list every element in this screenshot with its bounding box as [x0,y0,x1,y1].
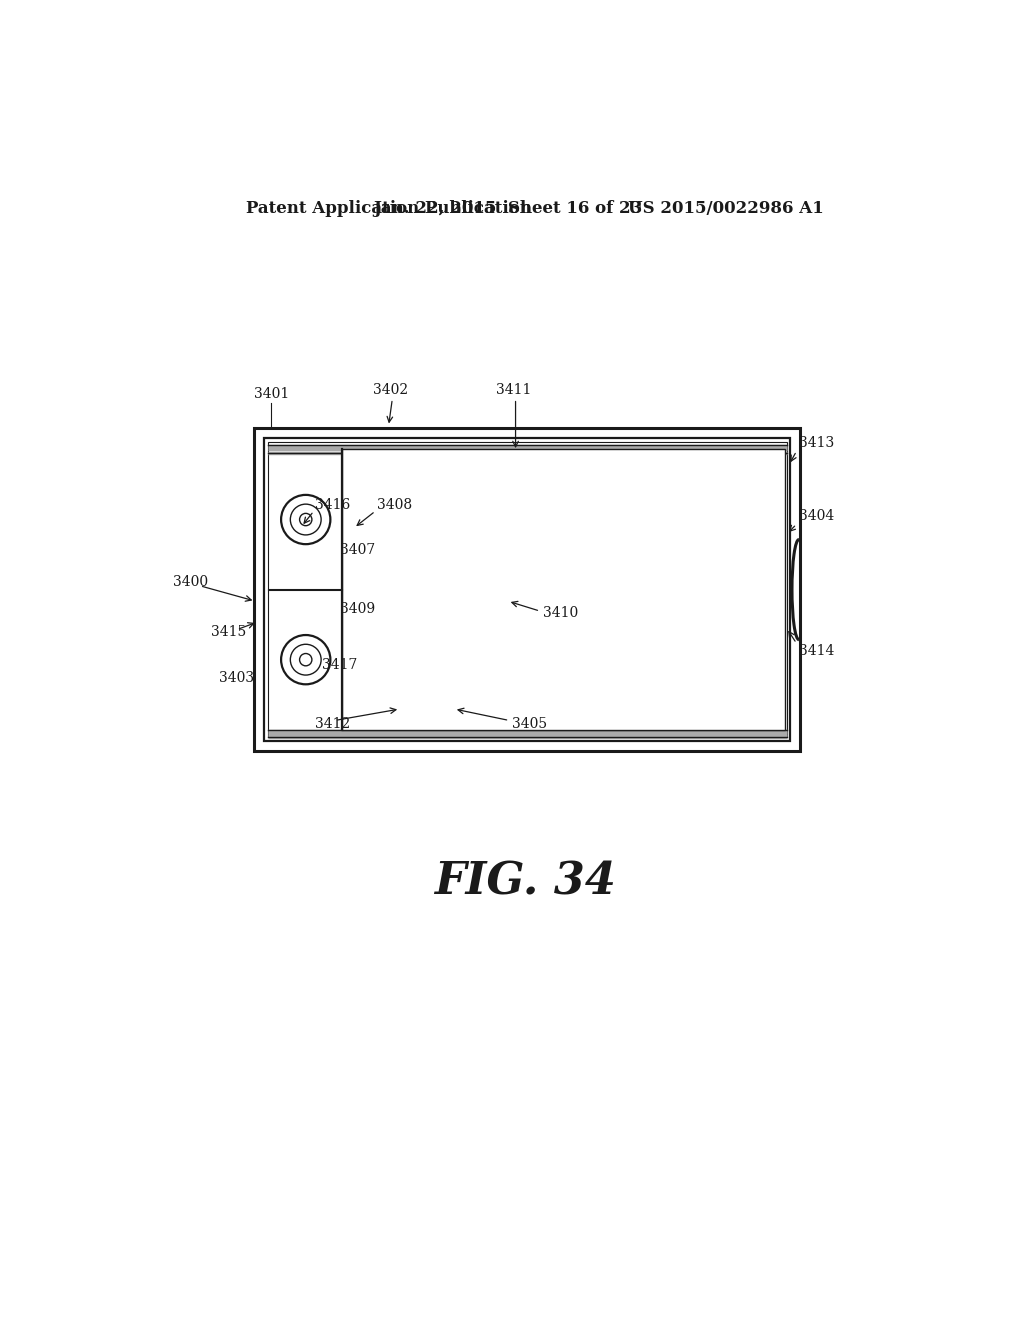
Bar [264,438,791,742]
Text: 3403: 3403 [219,671,254,685]
Bar [342,450,785,730]
Text: 3405: 3405 [512,717,547,731]
Text: FIG. 34: FIG. 34 [434,861,615,904]
Text: 3415: 3415 [211,624,247,639]
Text: 3401: 3401 [254,387,289,401]
Circle shape [300,513,312,525]
Text: 3413: 3413 [799,437,835,450]
Text: 3407: 3407 [340,543,375,557]
Text: Jan. 22, 2015  Sheet 16 of 23: Jan. 22, 2015 Sheet 16 of 23 [373,199,642,216]
Text: 3411: 3411 [497,383,531,397]
Text: 3404: 3404 [799,510,835,524]
Text: 3409: 3409 [340,602,375,616]
Text: US 2015/0022986 A1: US 2015/0022986 A1 [628,199,823,216]
Text: 3408: 3408 [377,498,412,512]
Text: Patent Application Publication: Patent Application Publication [246,199,531,216]
Text: 3410: 3410 [543,606,578,619]
Text: 3417: 3417 [322,659,357,672]
Text: 3412: 3412 [315,717,350,731]
Text: 3400: 3400 [173,576,208,589]
Text: 3402: 3402 [373,383,409,397]
Text: 3414: 3414 [799,644,835,659]
Bar [267,442,786,738]
Circle shape [300,653,312,665]
Text: 3416: 3416 [315,498,350,512]
Bar [254,428,801,751]
